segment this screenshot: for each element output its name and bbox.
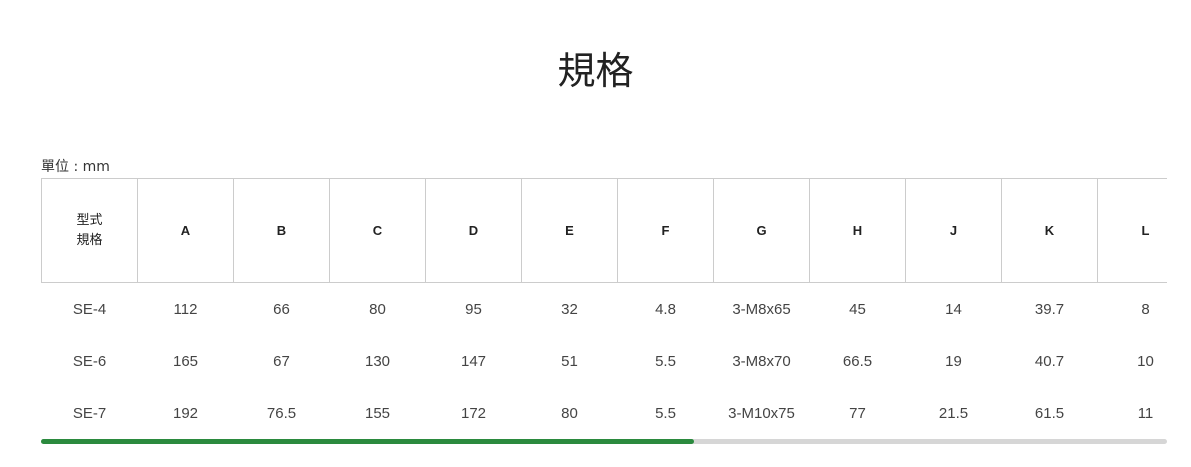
header-col: F	[617, 178, 714, 283]
table-cell: 95	[465, 300, 482, 318]
table-cell: 112	[173, 300, 198, 318]
table-cell: SE-4	[72, 300, 107, 318]
header-col: E	[521, 178, 618, 283]
table-cell: 3-M8x70	[732, 352, 791, 370]
table-cell: 172	[460, 404, 487, 422]
table-cell: 32	[561, 300, 578, 318]
page-title: 規格	[557, 49, 634, 93]
table-cell: 192	[172, 404, 199, 422]
table-cell: 165	[172, 352, 199, 370]
table-cell: 80	[369, 300, 386, 318]
table-cell: 5.5	[655, 352, 676, 370]
table-cell: 67	[273, 352, 290, 370]
table-cell: 11	[1137, 404, 1154, 422]
table-cell: 147	[460, 352, 487, 370]
table-cell: 45	[849, 300, 866, 318]
table-header-row: 型式 規格 A B C D E F G H J K L	[41, 178, 1167, 283]
table-row: SE-6 165 67 130 147 51 5.5 3-M8x70 66.5 19 40.7 10	[42, 335, 1168, 387]
table-cell: 21.5	[938, 404, 969, 422]
table-cell: 40.7	[1034, 352, 1065, 370]
table-row: SE-4 112 66 80 95 32 4.8 3-M8x65 45 14 39.7 8	[42, 283, 1168, 336]
header-col: A	[137, 178, 234, 283]
unit-label: 單位 : mm	[41, 159, 110, 175]
table-cell: 14	[945, 300, 962, 318]
table-cell: 155	[364, 404, 391, 422]
table-cell: 77	[849, 404, 866, 422]
table-cell: 130	[364, 352, 391, 370]
header-col: J	[905, 178, 1002, 283]
header-col: G	[713, 178, 810, 283]
header-col: K	[1001, 178, 1098, 283]
table-cell: 61.5	[1034, 404, 1065, 422]
table-cell: 10	[1137, 352, 1154, 370]
table-cell: 51	[561, 352, 578, 370]
table-cell: 3-M8x65	[732, 300, 791, 318]
header-col: B	[233, 178, 330, 283]
table-cell: 3-M10x75	[728, 404, 795, 422]
table-cell: SE-7	[72, 404, 107, 422]
table-cell: SE-6	[72, 352, 107, 370]
header-col: D	[425, 178, 522, 283]
header-col: L	[1097, 178, 1167, 283]
table-cell: 39.7	[1034, 300, 1065, 318]
table-cell: 66	[273, 300, 290, 318]
table-cell: 76.5	[266, 404, 297, 422]
scrollbar-thumb[interactable]	[41, 439, 695, 444]
header-model-spec: 型式 規格	[41, 178, 138, 283]
spec-table: 型式 規格 A B C D E F G H J K L SE-4 112 66 80 95 32 4.8 3-M8x…	[41, 178, 1167, 433]
table-cell: 66.5	[842, 352, 873, 370]
table-row: SE-7 192 76.5 155 172 80 5.5 3-M10x75 77 21.5 61.5…	[42, 387, 1168, 433]
horizontal-scrollbar[interactable]	[41, 439, 1167, 444]
table-cell: 80	[561, 404, 578, 422]
table-cell: 4.8	[655, 300, 676, 318]
header-col: C	[329, 178, 426, 283]
table-cell: 19	[945, 352, 962, 370]
table-cell: 8	[1141, 300, 1150, 318]
table-cell: 5.5	[655, 404, 676, 422]
spec-table-container: 型式 規格 A B C D E F G H J K L SE-4 112 66 80 95 32 4.8 3-M8x…	[41, 178, 1167, 433]
header-col: H	[809, 178, 906, 283]
